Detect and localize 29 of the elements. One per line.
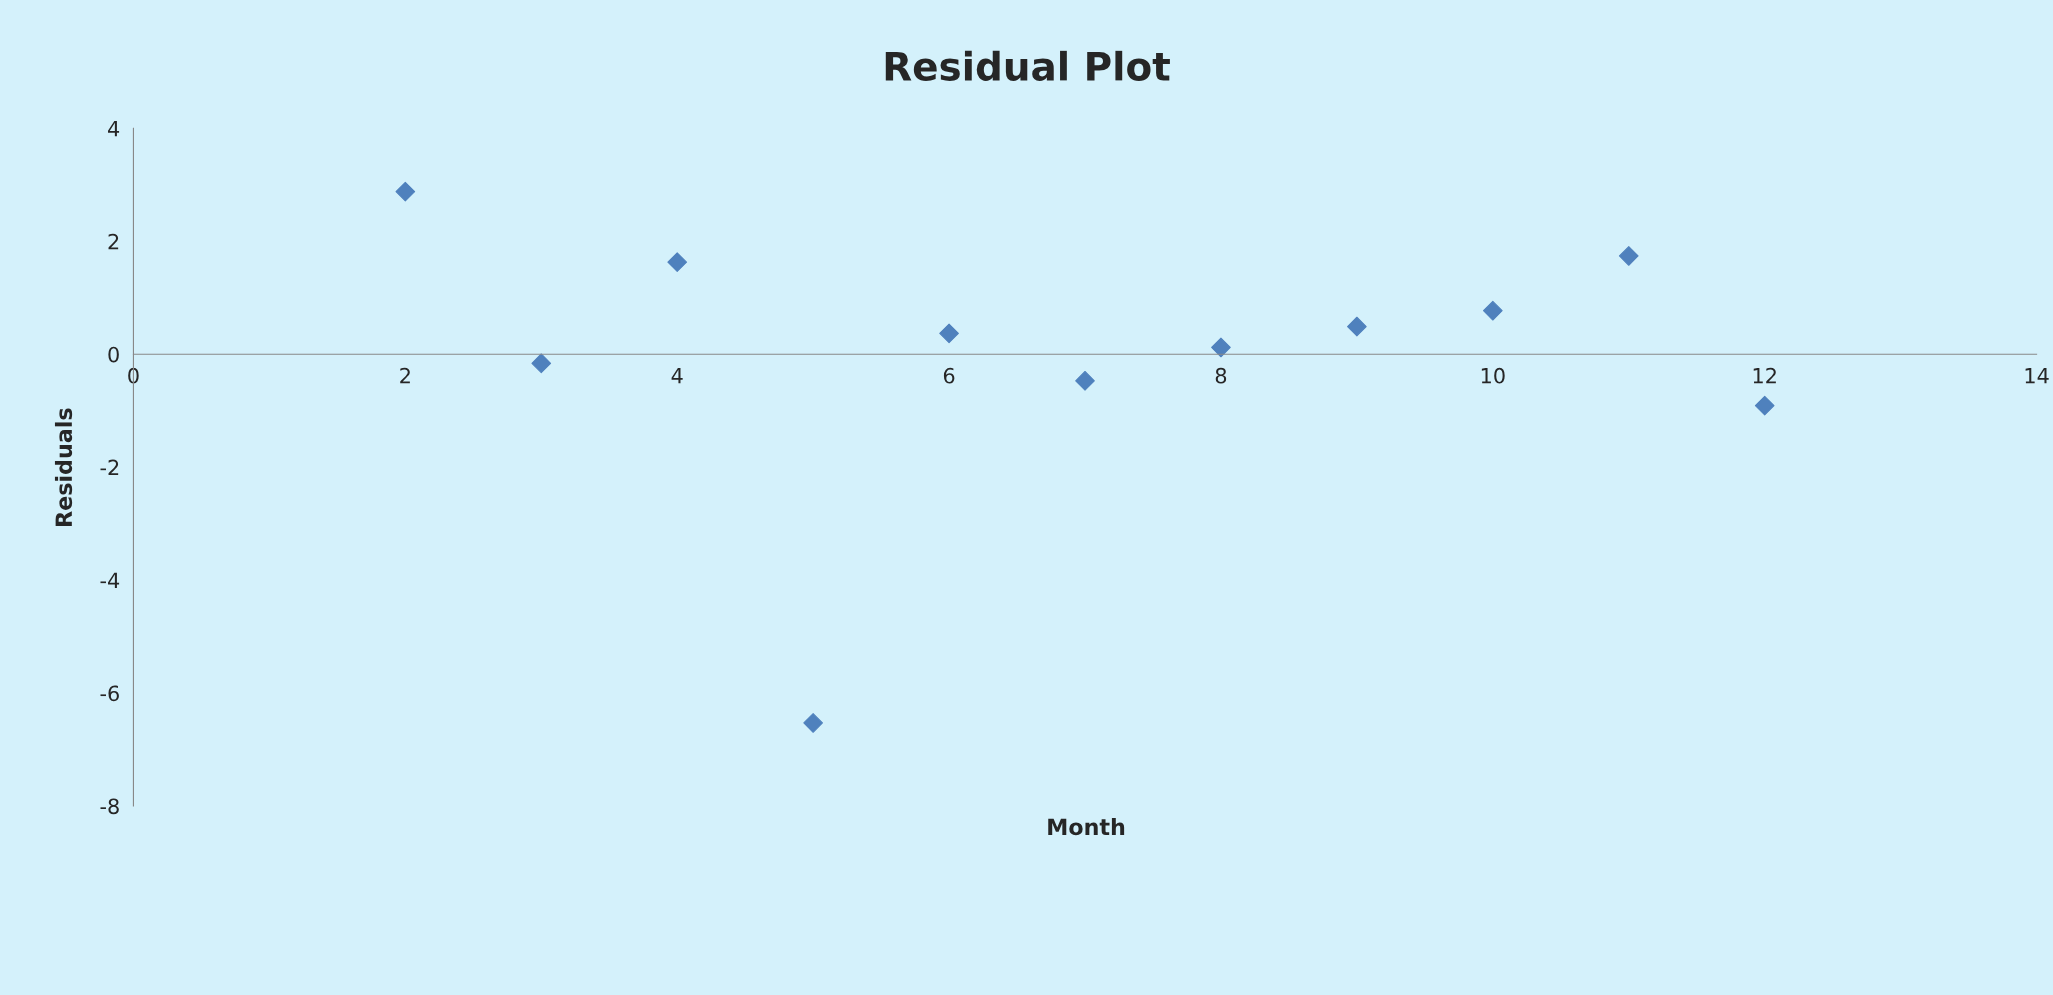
y-tick-label: -2 — [100, 459, 119, 476]
x-tick-label: 2 — [400, 367, 410, 384]
point — [1075, 370, 1095, 391]
x-tick-label: 12 — [1753, 367, 1776, 384]
y-tick-label: 0 — [108, 346, 119, 363]
point — [531, 353, 552, 374]
x-tick-label: 0 — [128, 367, 139, 384]
y-tick-label: 2 — [108, 233, 119, 250]
point — [803, 713, 823, 733]
x-tick-label: 10 — [1481, 367, 1505, 384]
point — [939, 323, 959, 344]
y-tick-label: -6 — [100, 685, 119, 702]
y-tick-label: 4 — [108, 121, 120, 137]
point — [1211, 337, 1231, 358]
point — [395, 181, 416, 202]
x-tick-label: 14 — [2025, 368, 2049, 384]
point — [667, 252, 688, 273]
point — [1482, 300, 1503, 321]
x-tick-label: 6 — [943, 367, 955, 384]
y-tick-label: -8 — [100, 798, 119, 815]
point — [1618, 246, 1639, 266]
point — [1347, 316, 1367, 337]
chart-title: Residual Plot — [885, 50, 1170, 81]
y-axis-title: Residuals — [54, 408, 73, 526]
point — [1754, 395, 1775, 416]
y-tick-label: -4 — [100, 572, 120, 588]
x-tick-label: 4 — [671, 368, 683, 384]
x-tick-label: 8 — [1215, 367, 1227, 384]
x-axis-title: Month — [1048, 818, 1125, 836]
